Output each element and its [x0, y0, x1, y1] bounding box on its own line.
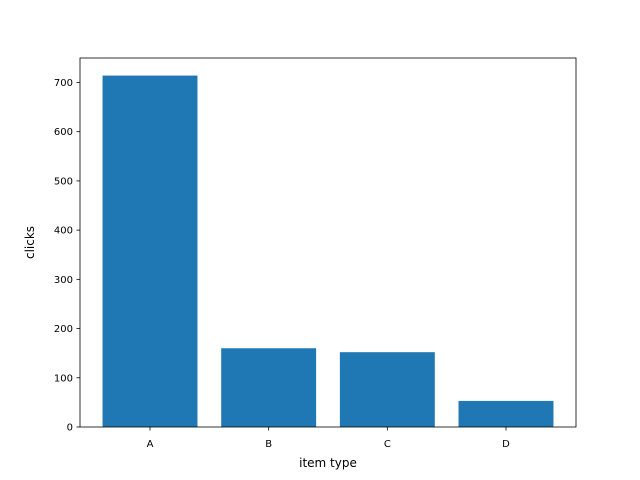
y-tick-label: 200 [54, 324, 73, 335]
bar [102, 75, 198, 428]
x-axis-label: item type [299, 456, 357, 470]
y-tick-label: 300 [54, 275, 73, 286]
x-tick-label: A [147, 439, 154, 450]
x-tick-label: B [265, 439, 272, 450]
x-tick-label: D [502, 439, 510, 450]
y-tick-label: 100 [54, 373, 73, 384]
y-tick-label: 0 [67, 423, 73, 434]
bar [339, 352, 435, 427]
bar [458, 400, 554, 427]
y-tick-label: 400 [54, 226, 73, 237]
y-axis-label: clicks [23, 226, 37, 259]
x-tick-label: C [384, 439, 391, 450]
axes-frame [79, 57, 577, 428]
y-tick-label: 500 [54, 176, 73, 187]
y-tick-label: 700 [54, 78, 73, 89]
y-tick-label: 600 [54, 127, 73, 138]
bar [221, 348, 317, 427]
